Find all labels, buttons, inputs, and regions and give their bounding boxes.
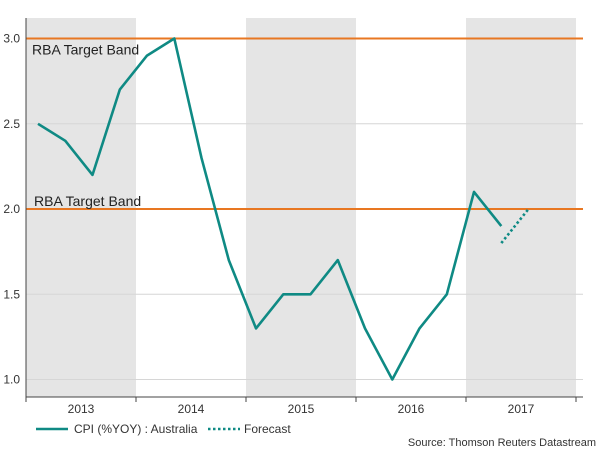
y-tick-label: 3.0 [3, 32, 20, 46]
x-tick-label: 2014 [178, 402, 205, 416]
y-tick-label: 1.0 [3, 373, 20, 387]
y-tick-label: 2.0 [3, 202, 20, 216]
forecast-series-line [500, 208, 530, 244]
shade-band-2015 [246, 18, 356, 397]
source-note: Source: Thomson Reuters Datastream [408, 437, 596, 449]
reference-line-label: RBA Target Band [32, 42, 139, 58]
x-tick-label: 2015 [288, 402, 315, 416]
y-tick-label: 1.5 [3, 287, 20, 301]
cpi-series-line [37, 37, 503, 381]
x-tick-label: 2013 [68, 402, 95, 416]
x-tick-label: 2017 [508, 402, 535, 416]
reference-line-label: RBA Target Band [34, 193, 141, 209]
legend-label-forecast: Forecast [244, 422, 291, 436]
legend-label-cpi: CPI (%YOY) : Australia [74, 422, 198, 436]
shade-band-2017 [466, 18, 576, 397]
x-tick-label: 2016 [398, 402, 425, 416]
y-tick-label: 2.5 [3, 117, 20, 131]
shade-band-2013 [26, 18, 136, 397]
